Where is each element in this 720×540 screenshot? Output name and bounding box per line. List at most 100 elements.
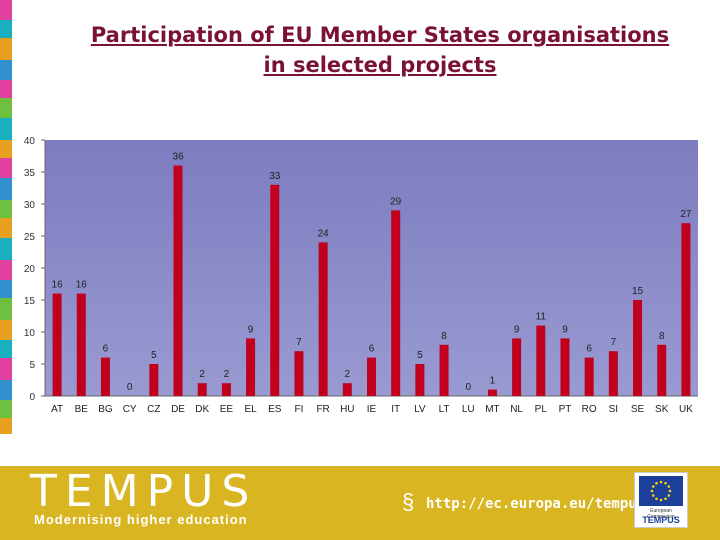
data-label-sk: 8 xyxy=(659,331,665,342)
tempus-logo-text: TEMPUS xyxy=(30,466,258,517)
data-label-nl: 9 xyxy=(514,324,520,335)
data-label-hu: 2 xyxy=(345,369,351,380)
x-tick-label-lu: LU xyxy=(462,404,475,415)
x-tick-label-pt: PT xyxy=(559,404,572,415)
bar-fi xyxy=(294,351,304,396)
data-label-cy: 0 xyxy=(127,382,133,393)
bar-es xyxy=(270,184,280,396)
data-label-at: 16 xyxy=(52,280,64,291)
bar-hu xyxy=(342,383,352,396)
x-tick-label-se: SE xyxy=(631,404,645,415)
x-tick-label-el: EL xyxy=(244,404,257,415)
bar-cz xyxy=(149,364,159,396)
x-tick-label-fr: FR xyxy=(316,404,329,415)
y-tick-label: 35 xyxy=(24,168,36,179)
bar-ee xyxy=(221,383,231,396)
y-tick-label: 30 xyxy=(24,200,36,211)
bar-dk xyxy=(197,383,207,396)
x-tick-label-es: ES xyxy=(268,404,282,415)
bar-pl xyxy=(536,325,546,396)
left-decor-stripe xyxy=(0,0,12,465)
x-tick-label-mt: MT xyxy=(485,404,499,415)
y-tick-label: 20 xyxy=(24,264,36,275)
tempus-tagline: Modernising higher education xyxy=(34,512,248,527)
data-label-pt: 9 xyxy=(562,324,568,335)
x-tick-label-cz: CZ xyxy=(147,404,160,415)
x-tick-label-ee: EE xyxy=(220,404,234,415)
bar-el xyxy=(246,338,256,396)
data-label-it: 29 xyxy=(390,196,402,207)
x-tick-label-lv: LV xyxy=(414,404,426,415)
bar-sk xyxy=(657,344,667,396)
data-label-ro: 6 xyxy=(586,344,592,355)
data-label-se: 15 xyxy=(632,286,644,297)
swirl-icon: § xyxy=(402,489,415,514)
x-tick-label-uk: UK xyxy=(679,404,693,415)
data-label-ie: 6 xyxy=(369,344,375,355)
bar-it xyxy=(391,210,401,396)
bar-chart: 051015202530354016AT16BE6BG0CY5CZ36DE2DK… xyxy=(24,136,698,415)
x-tick-label-si: SI xyxy=(609,404,618,415)
x-tick-label-pl: PL xyxy=(535,404,548,415)
bar-mt xyxy=(487,389,497,396)
x-tick-label-nl: NL xyxy=(510,404,523,415)
data-label-cz: 5 xyxy=(151,350,157,361)
y-tick-label: 40 xyxy=(24,136,36,147)
y-tick-label: 10 xyxy=(24,328,36,339)
eu-flag-icon xyxy=(639,476,683,506)
x-tick-label-sk: SK xyxy=(655,404,669,415)
data-label-el: 9 xyxy=(248,324,254,335)
plot-area xyxy=(45,140,698,396)
data-label-lt: 8 xyxy=(441,331,447,342)
data-label-uk: 27 xyxy=(680,209,692,220)
bar-bg xyxy=(100,357,110,396)
y-tick-label: 5 xyxy=(29,360,35,371)
data-label-fi: 7 xyxy=(296,337,302,348)
x-tick-label-hu: HU xyxy=(340,404,354,415)
chart-title-line2: in selected projects xyxy=(263,53,497,77)
eu-badge-caption: European Commission xyxy=(647,508,675,520)
bar-be xyxy=(76,293,86,396)
bar-pt xyxy=(560,338,570,396)
data-label-es: 33 xyxy=(269,171,281,182)
y-tick-label: 25 xyxy=(24,232,36,243)
data-label-lv: 5 xyxy=(417,350,423,361)
y-tick-label: 15 xyxy=(24,296,36,307)
y-tick-label: 0 xyxy=(29,392,35,403)
x-tick-label-at: AT xyxy=(51,404,63,415)
bar-lv xyxy=(415,364,425,396)
footer-url[interactable]: http://ec.europa.eu/tempus xyxy=(426,496,646,512)
x-tick-label-ro: RO xyxy=(582,404,597,415)
eu-tempus-badge: European Commission TEMPUS xyxy=(634,472,688,528)
bar-nl xyxy=(512,338,522,396)
bar-si xyxy=(608,351,618,396)
data-label-pl: 11 xyxy=(536,312,547,323)
data-label-ee: 2 xyxy=(224,369,230,380)
bar-ro xyxy=(584,357,594,396)
data-label-lu: 0 xyxy=(465,382,471,393)
bar-at xyxy=(52,293,62,396)
x-tick-label-fi: FI xyxy=(294,404,303,415)
x-tick-label-dk: DK xyxy=(195,404,209,415)
data-label-de: 36 xyxy=(172,152,184,163)
x-tick-label-de: DE xyxy=(171,404,185,415)
x-tick-label-ie: IE xyxy=(367,404,377,415)
data-label-mt: 1 xyxy=(490,376,496,387)
bar-se xyxy=(633,300,643,396)
chart-title: Participation of EU Member States organi… xyxy=(60,20,700,80)
x-tick-label-be: BE xyxy=(75,404,89,415)
chart-title-line1: Participation of EU Member States organi… xyxy=(90,23,670,47)
footer-banner xyxy=(0,466,720,540)
bar-ie xyxy=(367,357,376,396)
data-label-be: 16 xyxy=(76,280,88,291)
bar-de xyxy=(173,165,183,396)
bar-lt xyxy=(439,344,449,396)
x-tick-label-bg: BG xyxy=(98,404,113,415)
bar-uk xyxy=(681,223,691,396)
bar-fr xyxy=(318,242,328,396)
data-label-dk: 2 xyxy=(199,369,205,380)
x-tick-label-lt: LT xyxy=(439,404,450,415)
x-tick-label-cy: CY xyxy=(123,404,137,415)
data-label-bg: 6 xyxy=(103,344,109,355)
eu-badge-tempus: TEMPUS xyxy=(642,515,680,525)
